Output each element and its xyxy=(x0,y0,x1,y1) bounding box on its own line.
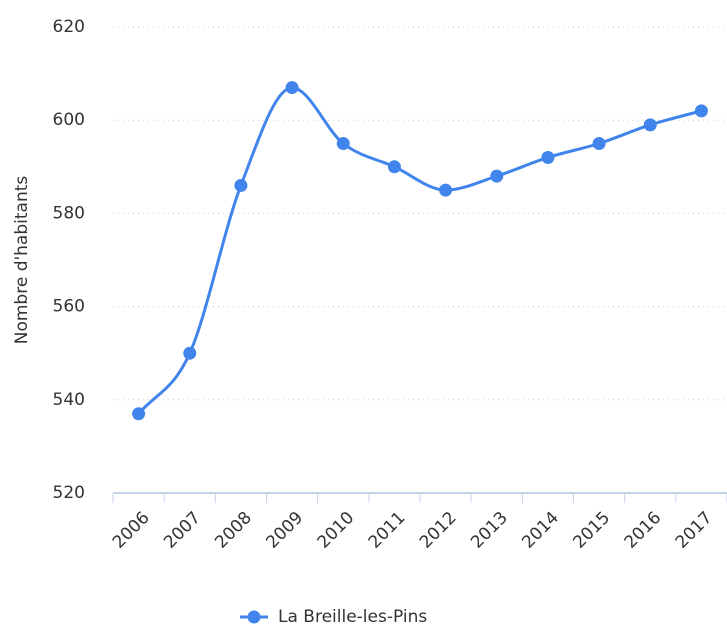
x-tick-label: 2009 xyxy=(262,508,307,553)
y-tick-label: 560 xyxy=(53,297,85,317)
legend-label: La Breille-les-Pins xyxy=(278,607,427,626)
y-axis-label: Nombre d'habitants xyxy=(12,176,32,345)
x-tick-label: 2015 xyxy=(569,508,614,553)
point xyxy=(643,118,657,132)
line xyxy=(137,86,702,415)
point xyxy=(694,104,708,118)
x-tick-label: 2013 xyxy=(467,508,512,553)
y-tick-label: 620 xyxy=(53,17,85,37)
y-tick-label: 540 xyxy=(53,390,85,410)
x-tick-label: 2016 xyxy=(621,508,666,553)
point xyxy=(439,183,453,197)
x-tick-label: 2011 xyxy=(365,508,410,553)
y-tick-label: 520 xyxy=(53,483,85,503)
point xyxy=(387,160,401,174)
point xyxy=(592,137,606,150)
y-tick-label: 580 xyxy=(53,203,85,223)
x-tick-label: 2006 xyxy=(109,508,154,553)
point xyxy=(132,407,146,421)
point xyxy=(490,169,504,183)
point xyxy=(285,81,299,95)
point xyxy=(234,178,248,192)
point xyxy=(336,137,350,150)
x-tick-label: 2012 xyxy=(416,508,461,553)
point xyxy=(541,150,555,164)
x-tick-label: 2008 xyxy=(211,508,256,553)
legend-marker xyxy=(247,610,261,624)
x-tick-label: 2017 xyxy=(672,508,717,553)
x-tick-label: 2010 xyxy=(314,508,359,553)
x-tick-label: 2014 xyxy=(518,508,563,553)
x-tick-label: 2007 xyxy=(160,508,205,553)
point xyxy=(183,346,197,360)
y-tick-label: 600 xyxy=(53,110,85,130)
